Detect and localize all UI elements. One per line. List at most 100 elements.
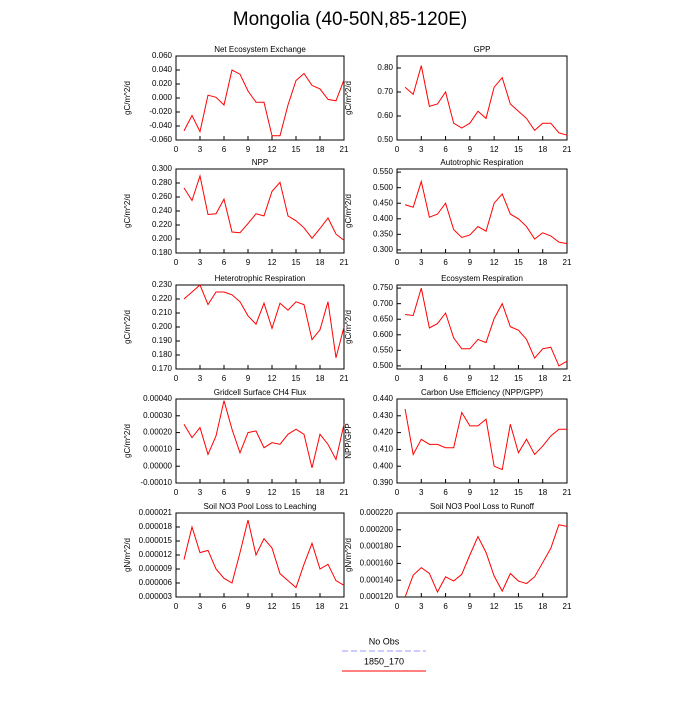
- figure-title: Mongolia (40-50N,85-120E): [233, 9, 467, 30]
- y-tick-label: 0.00010: [143, 445, 172, 454]
- data-line: [183, 519, 345, 589]
- y-axis-label: gC/m^2/d: [123, 194, 132, 228]
- y-tick-label: 0.000006: [139, 578, 173, 587]
- y-tick-label: -0.060: [149, 135, 172, 144]
- x-tick-label: 12: [490, 602, 499, 611]
- y-tick-label: 0.000021: [139, 508, 173, 517]
- x-tick-label: 15: [514, 145, 523, 154]
- y-tick-label: 0.50: [377, 135, 393, 144]
- x-tick-label: 12: [268, 374, 277, 383]
- x-tick-label: 21: [340, 258, 349, 267]
- y-tick-label: 0.000: [152, 93, 173, 102]
- x-tick-label: 6: [222, 488, 227, 497]
- x-tick-label: 21: [563, 374, 572, 383]
- y-axis-label: NPP/GPP: [344, 423, 353, 459]
- y-tick-label: -0.020: [149, 107, 172, 116]
- y-tick-label: 0.000009: [139, 564, 173, 573]
- x-tick-label: 21: [340, 145, 349, 154]
- x-tick-label: 0: [174, 488, 179, 497]
- x-tick-label: 12: [268, 602, 277, 611]
- y-tick-label: 0.000015: [139, 536, 173, 545]
- data-line: [183, 400, 345, 468]
- panel-title: Ecosystem Respiration: [441, 274, 523, 283]
- x-tick-label: 0: [395, 258, 400, 267]
- x-tick-label: 9: [246, 374, 251, 383]
- x-tick-label: 12: [268, 258, 277, 267]
- x-tick-label: 12: [268, 145, 277, 154]
- legend-label: 1850_170: [364, 656, 404, 666]
- y-tick-label: 0.500: [373, 183, 394, 192]
- y-tick-label: 0.00040: [143, 394, 172, 403]
- x-tick-label: 0: [174, 145, 179, 154]
- y-axis-label: gC/m^2/d: [123, 310, 132, 344]
- panel-title: Net Ecosystem Exchange: [214, 45, 306, 54]
- x-tick-label: 6: [443, 488, 448, 497]
- y-tick-label: 0.170: [152, 364, 173, 373]
- y-tick-label: 0.000018: [139, 522, 173, 531]
- x-tick-label: 15: [514, 258, 523, 267]
- x-tick-label: 9: [468, 258, 473, 267]
- x-tick-label: 21: [340, 602, 349, 611]
- y-tick-label: 0.000012: [139, 550, 173, 559]
- y-tick-label: 0.040: [152, 65, 173, 74]
- x-tick-label: 0: [174, 602, 179, 611]
- data-line: [404, 524, 568, 598]
- x-tick-label: 9: [468, 374, 473, 383]
- y-tick-label: 0.80: [377, 63, 393, 72]
- y-tick-label: 0.230: [152, 280, 173, 289]
- x-tick-label: 15: [292, 145, 301, 154]
- y-tick-label: 0.420: [373, 428, 394, 437]
- x-tick-label: 3: [198, 374, 203, 383]
- x-tick-label: 18: [316, 602, 325, 611]
- x-tick-label: 12: [490, 258, 499, 267]
- y-tick-label: 0.750: [373, 283, 394, 292]
- x-tick-label: 9: [468, 145, 473, 154]
- panel-title: Autotrophic Respiration: [440, 158, 523, 167]
- y-tick-label: 0.00000: [143, 461, 172, 470]
- y-tick-label: 0.430: [373, 411, 394, 420]
- y-tick-label: 0.000003: [139, 592, 173, 601]
- y-tick-label: 0.600: [373, 330, 394, 339]
- x-tick-label: 18: [538, 488, 547, 497]
- x-tick-label: 21: [563, 258, 572, 267]
- y-tick-label: 0.280: [152, 178, 173, 187]
- x-tick-label: 3: [198, 145, 203, 154]
- panel-title: Gridcell Surface CH4 Flux: [214, 388, 306, 397]
- y-tick-label: 0.700: [373, 299, 394, 308]
- panel-title: GPP: [474, 45, 491, 54]
- y-tick-label: 0.300: [373, 245, 394, 254]
- data-line: [183, 284, 345, 358]
- x-tick-label: 6: [443, 258, 448, 267]
- plot-frame: [396, 284, 568, 370]
- data-line: [404, 65, 568, 136]
- x-tick-label: 12: [490, 488, 499, 497]
- panel-title: Heterotrophic Respiration: [215, 274, 306, 283]
- x-tick-label: 15: [514, 488, 523, 497]
- y-tick-label: 0.240: [152, 206, 173, 215]
- plot-frame: [175, 398, 345, 484]
- data-line: [404, 179, 568, 245]
- legend-label: No Obs: [369, 636, 400, 646]
- y-tick-label: 0.60: [377, 111, 393, 120]
- y-tick-label: 0.400: [373, 461, 394, 470]
- x-tick-label: 12: [490, 145, 499, 154]
- y-tick-label: 0.180: [152, 248, 173, 257]
- x-tick-label: 0: [395, 602, 400, 611]
- x-tick-label: 18: [316, 258, 325, 267]
- x-tick-label: 12: [490, 374, 499, 383]
- x-tick-label: 6: [222, 258, 227, 267]
- y-tick-label: 0.550: [373, 345, 394, 354]
- plot-frame: [396, 55, 568, 141]
- x-tick-label: 18: [538, 258, 547, 267]
- y-tick-label: 0.000200: [360, 525, 394, 534]
- y-axis-label: gC/m^2/d: [344, 194, 353, 228]
- x-tick-label: 3: [419, 258, 424, 267]
- y-tick-label: 0.180: [152, 350, 173, 359]
- x-tick-label: 9: [246, 145, 251, 154]
- y-tick-label: 0.260: [152, 192, 173, 201]
- plot-frame: [396, 168, 568, 254]
- x-tick-label: 21: [340, 374, 349, 383]
- x-tick-label: 15: [292, 258, 301, 267]
- data-line: [183, 69, 345, 137]
